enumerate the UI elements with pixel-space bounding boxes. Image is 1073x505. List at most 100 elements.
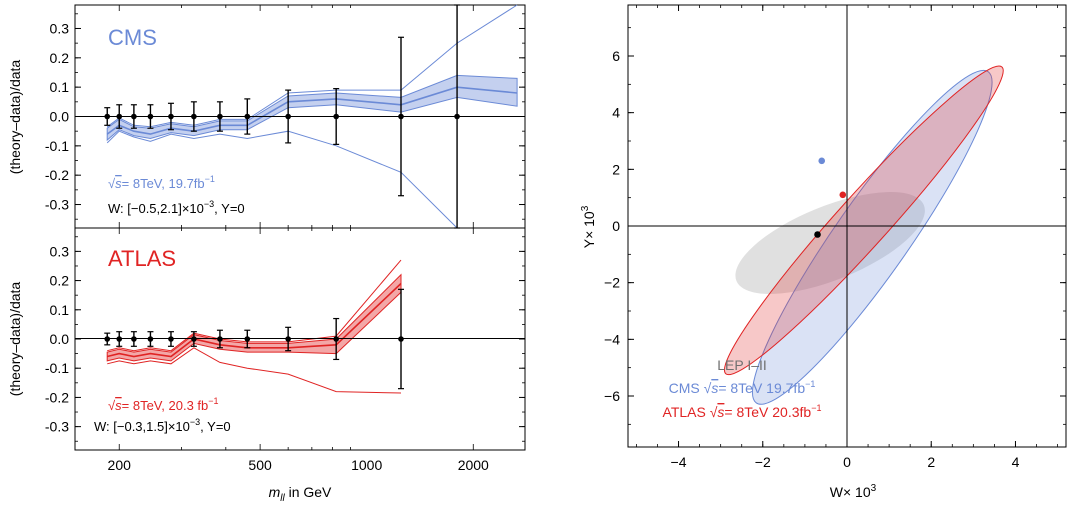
data-point [398,336,404,342]
y-tick-label: -0.3 [45,419,69,435]
atlas-data-points [104,288,405,390]
cms-annotation-text: = 8TeV, 19.7fb [122,176,205,191]
x-tick-label: 2000 [458,457,489,473]
legend-cms: CMS √s= 8TeV 19.7fb−1 [669,379,816,396]
legend-atlas-prefix: ATLAS [663,404,706,420]
data-point [147,336,154,342]
cms-theory-band [106,74,518,142]
y-tick-label: 0.0 [50,109,70,125]
atlas-panel: 0.30.20.10.0-0.1-0.2-0.3 200 500 1000 2000 … [7,227,526,504]
y-tick-label: 0.2 [50,50,70,66]
wy-ylabel-text: Y× 10 [581,211,597,248]
y-tick-label: 6 [612,48,620,64]
x-tick-label: 0 [843,454,851,470]
cms-data-points [104,4,461,229]
y-tick-label: 2 [612,161,620,177]
wy-xlabel-sup: 3 [871,483,877,494]
data-point [131,336,137,342]
atlas-annotation-sup: −1 [208,396,218,406]
y-tick-label: -0.2 [45,167,69,183]
x-tick-label: 1000 [351,457,382,473]
y-tick-label: 0.3 [50,20,70,36]
data-point [191,113,197,120]
legend-cms-prefix: CMS [669,380,700,396]
data-point [131,113,137,120]
atlas-w-range-tail: , Y=0 [200,419,230,434]
data-point [398,113,404,120]
ellipse-cms [751,69,993,405]
y-tick-label: 0.0 [50,331,70,347]
y-tick-label: 0.1 [50,79,70,95]
data-point [285,336,291,342]
cms-annotation-line2: W: [−0.5,2.1]×10−3, Y=0 [108,199,245,216]
y-tick-label: −6 [604,388,620,404]
wy-ylabel-sup: 3 [580,205,591,211]
data-point [217,113,223,120]
y-tick-label: 0.3 [50,243,70,259]
y-tick-label: -0.3 [45,197,69,213]
wy-ellipses [723,65,1004,405]
y-tick-label: 0.1 [50,302,70,318]
sqrt-s-var: s [115,398,122,413]
x-axis-label-main: m [269,484,281,500]
y-tick-label: 4 [612,105,620,121]
legend-atlas: ATLAS √s= 8TeV 20.3fb−1 [663,403,822,420]
y-tick-label: -0.1 [45,360,69,376]
data-point [116,336,123,342]
legend-lep: LEP I–II [717,357,767,373]
confidence-ellipse [723,65,1004,376]
best-fit-point [839,191,847,199]
data-point [116,113,123,120]
data-point [454,113,460,120]
legend-cms-suffix: = 8TeV 19.7fb [718,380,805,396]
sqrt-s-var: s [717,404,724,420]
sqrt-s-var: s [115,176,122,191]
atlas-w-range-text: W: [−0.3,1.5]×10 [94,419,190,434]
data-point [104,336,111,342]
atlas-annotation-line2: W: [−0.3,1.5]×10−3, Y=0 [94,417,231,434]
x-tick-label: 500 [248,457,272,473]
x-tick-label: −2 [755,454,771,470]
atlas-xticks: 200 500 1000 2000 [108,228,489,473]
wy-xlabel-text: W× 10 [830,484,871,500]
legend-cms-sup: −1 [805,379,815,389]
y-tick-label: 0.2 [50,273,70,289]
wy-yticks: 6 4 2 0 −2 −4 −6 [604,27,1066,425]
theory-band [106,74,518,142]
cms-label: CMS [108,25,157,50]
cms-annotation-line1: √s= 8TeV, 19.7fb−1 [108,174,215,191]
cms-annotation-sup: −1 [205,174,215,184]
data-point [168,336,174,342]
cms-w-range-sup: −3 [204,199,214,209]
confidence-ellipse [751,69,993,405]
cms-w-range-tail: , Y=0 [214,201,244,216]
wy-xticks: −4 −2 0 2 4 [636,5,1058,470]
wy-points [814,157,847,238]
data-point [191,336,197,342]
x-tick-label: −4 [671,454,687,470]
data-point [104,113,111,120]
atlas-annotation-line1: √s= 8TeV, 20.3 fb−1 [108,396,219,413]
wy-xlabel: W× 103 [830,483,877,500]
best-fit-point [814,231,821,238]
confidence-ellipse [735,192,925,294]
y-tick-label: 0 [612,218,620,234]
data-point [244,113,251,120]
sqrt-s-symbol: √ [108,398,116,413]
data-point [333,113,339,120]
atlas-annotation-text: = 8TeV, 20.3 fb [122,398,209,413]
atlas-w-range-sup: −3 [190,417,200,427]
atlas-ylabel: (theory–data)/data [7,282,23,397]
atlas-label: ATLAS [108,246,176,271]
ellipse-atlas [723,65,1004,376]
x-tick-label: 200 [108,457,132,473]
best-fit-point [818,157,826,165]
y-tick-label: -0.1 [45,138,69,154]
data-point [217,336,223,342]
sqrt-s-symbol: √ [706,404,718,420]
cms-panel: 0.3 0.2 0.1 0.0 -0.1 -0.2 -0.3 CMS √s= 8TeV, 1… [7,4,526,229]
x-axis-label-sub: ll [280,493,285,504]
x-tick-label: 2 [927,454,935,470]
